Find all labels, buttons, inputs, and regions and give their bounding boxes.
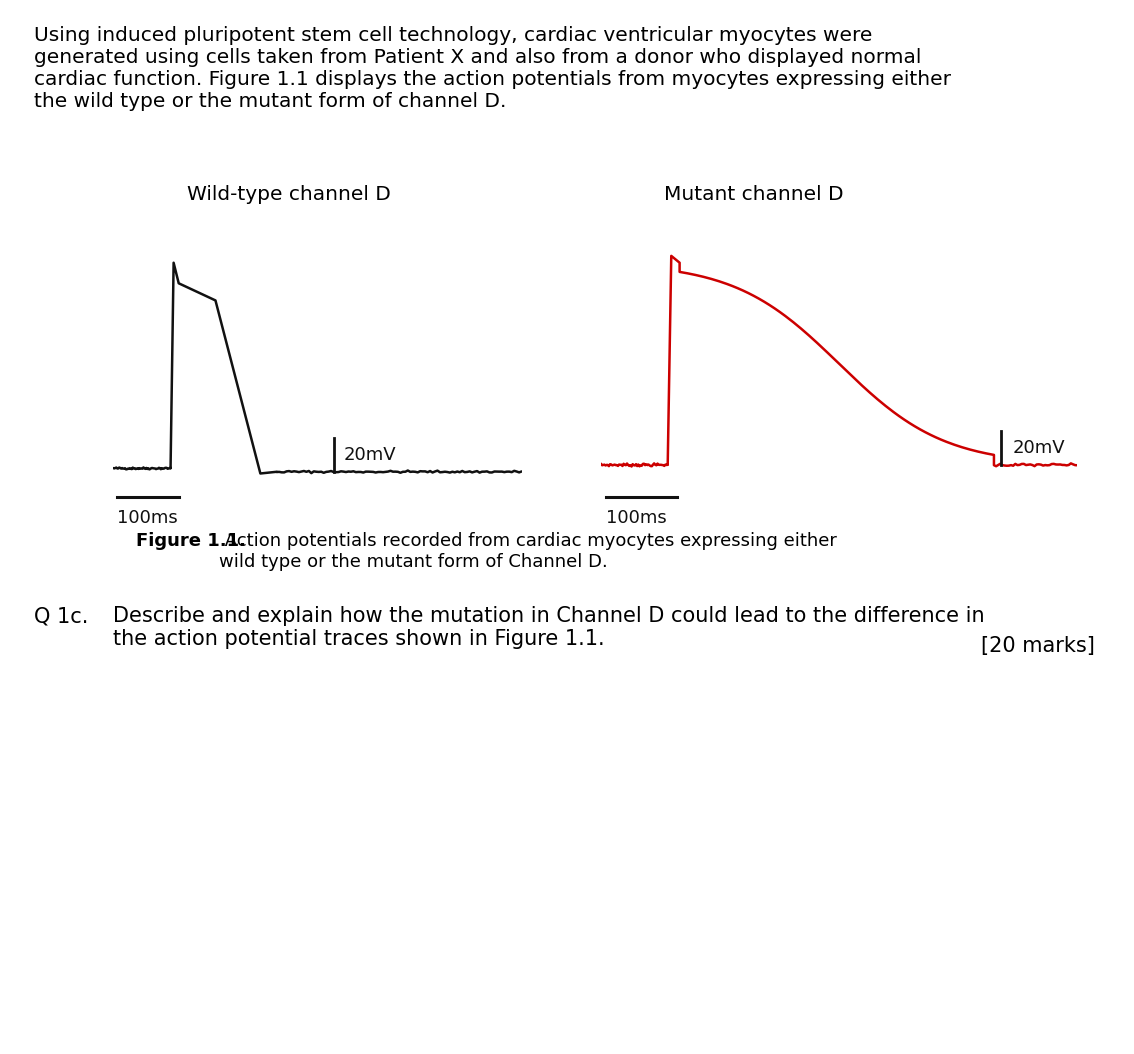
Text: Figure 1.1.: Figure 1.1. <box>136 532 246 550</box>
Text: 20mV: 20mV <box>1013 438 1066 456</box>
Text: Wild-type channel D: Wild-type channel D <box>187 184 391 203</box>
Text: Mutant channel D: Mutant channel D <box>663 184 844 203</box>
Text: Q 1c.: Q 1c. <box>34 606 88 626</box>
Text: 20mV: 20mV <box>344 446 397 464</box>
Text: Describe and explain how the mutation in Channel D could lead to the difference : Describe and explain how the mutation in… <box>113 606 985 649</box>
Text: Action potentials recorded from cardiac myocytes expressing either
wild type or : Action potentials recorded from cardiac … <box>219 532 837 571</box>
Text: Using induced pluripotent stem cell technology, cardiac ventricular myocytes wer: Using induced pluripotent stem cell tech… <box>34 26 951 112</box>
Text: 100ms: 100ms <box>606 509 667 527</box>
Text: 100ms: 100ms <box>118 509 178 527</box>
Text: [20 marks]: [20 marks] <box>981 636 1094 656</box>
